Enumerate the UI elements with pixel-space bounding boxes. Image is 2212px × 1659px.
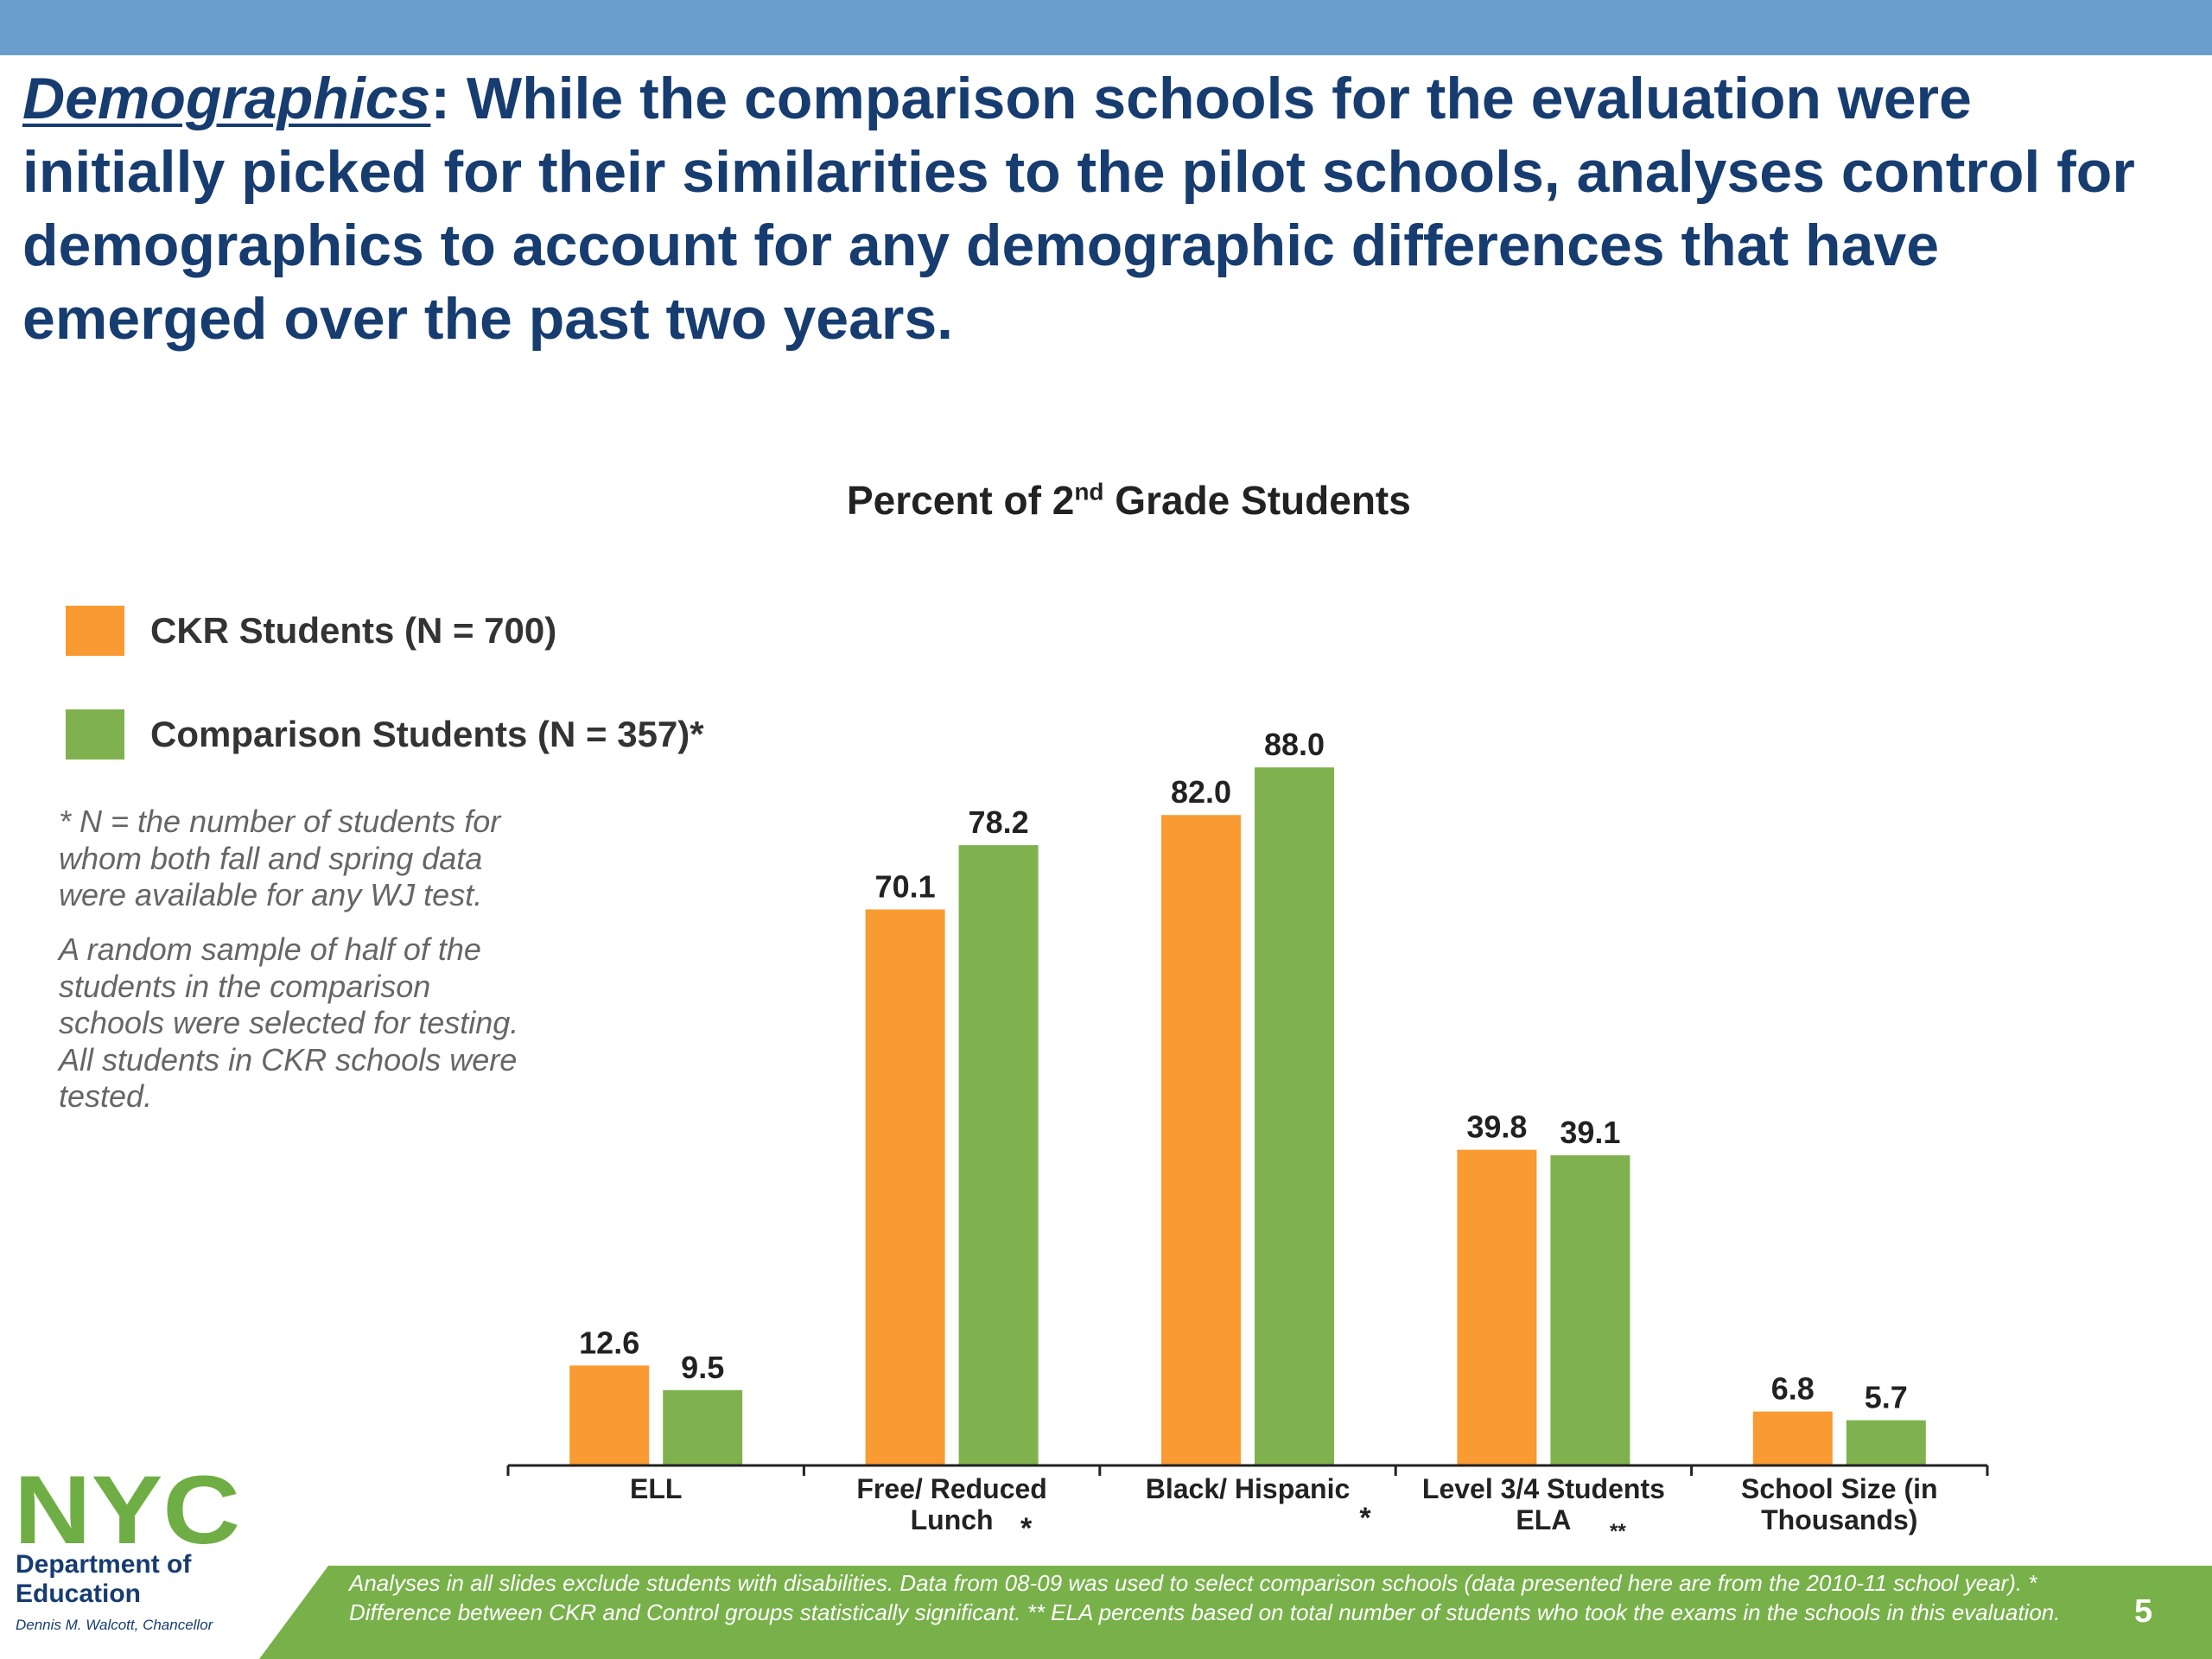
data-label-ckr-1: 70.1 [875,868,936,904]
x-tick-label-4-line-1: Thousands) [1761,1504,1917,1535]
slide-heading: Demographics: While the comparison schoo… [22,62,2183,356]
data-label-comparison-2: 88.0 [1264,727,1325,762]
data-label-comparison-1: 78.2 [969,804,1029,840]
data-label-comparison-0: 9.5 [681,1350,724,1385]
data-label-ckr-3: 39.8 [1466,1109,1527,1145]
dept-of-education-label: Department of Education [16,1550,192,1608]
page-number: 5 [2134,1593,2153,1630]
legend-item-ckr: CKR Students (N = 700) [66,605,556,657]
bar-comparison-3 [1550,1155,1630,1465]
bar-comparison-4 [1846,1420,1926,1465]
heading-text: : While the comparison schools for the e… [22,66,2135,352]
data-label-ckr-0: 12.6 [579,1325,639,1360]
nyc-logo-text: NYC [14,1471,240,1550]
top-accent-bar [0,0,2212,55]
nyc-logo: NYC [14,1471,240,1550]
x-tick-label-4-line-0: School Size (in [1741,1473,1938,1504]
significance-marker-2: * [1359,1502,1371,1535]
heading-keyword: Demographics [22,66,431,131]
bar-ckr-1 [865,909,945,1465]
bar-ckr-3 [1457,1149,1537,1465]
bar-ckr-4 [1752,1411,1833,1465]
chart-title-main: Percent of 2 [847,478,1075,523]
footnote: Analyses in all slides exclude students … [349,1570,2061,1625]
chart-title: Percent of 2nd Grade Students [847,477,1411,524]
chancellor-name: Dennis M. Walcott, Chancellor [16,1617,213,1633]
bar-comparison-2 [1255,767,1334,1465]
data-label-ckr-2: 82.0 [1171,774,1231,810]
chart-title-rest: Grade Students [1103,478,1411,523]
chart-title-superscript: nd [1074,478,1104,505]
note-sample-size: * N = the number of students for whom bo… [59,804,501,912]
x-tick-label-1-line-0: Free/ Reduced [856,1473,1047,1504]
data-label-comparison-3: 39.1 [1560,1115,1620,1150]
data-label-comparison-4: 5.7 [1865,1380,1908,1415]
bar-comparison-0 [663,1389,743,1465]
bar-ckr-2 [1161,815,1241,1465]
legend-swatch-comparison [66,709,124,760]
note-random-sample: A random sample of half of the students … [59,931,519,1114]
legend-item-comparison: Comparison Students (N = 357)* [66,709,704,760]
legend-swatch-ckr [66,606,124,656]
x-tick-label-1-line-1: Lunch [911,1504,994,1535]
x-tick-label-3-line-0: Level 3/4 Students [1422,1473,1665,1504]
x-tick-label-3-line-1: ELA [1516,1504,1571,1535]
x-tick-label-0-line-0: ELL [630,1473,682,1504]
data-label-ckr-4: 6.8 [1771,1371,1815,1407]
legend-label-ckr: CKR Students (N = 700) [150,610,557,651]
significance-marker-3: ** [1610,1520,1626,1543]
bar-ckr-0 [569,1365,650,1465]
bar-comparison-1 [958,845,1039,1465]
legend-label-comparison: Comparison Students (N = 357)* [150,714,704,754]
significance-marker-1: * [1020,1512,1033,1545]
x-tick-label-2-line-0: Black/ Hispanic [1146,1473,1351,1504]
